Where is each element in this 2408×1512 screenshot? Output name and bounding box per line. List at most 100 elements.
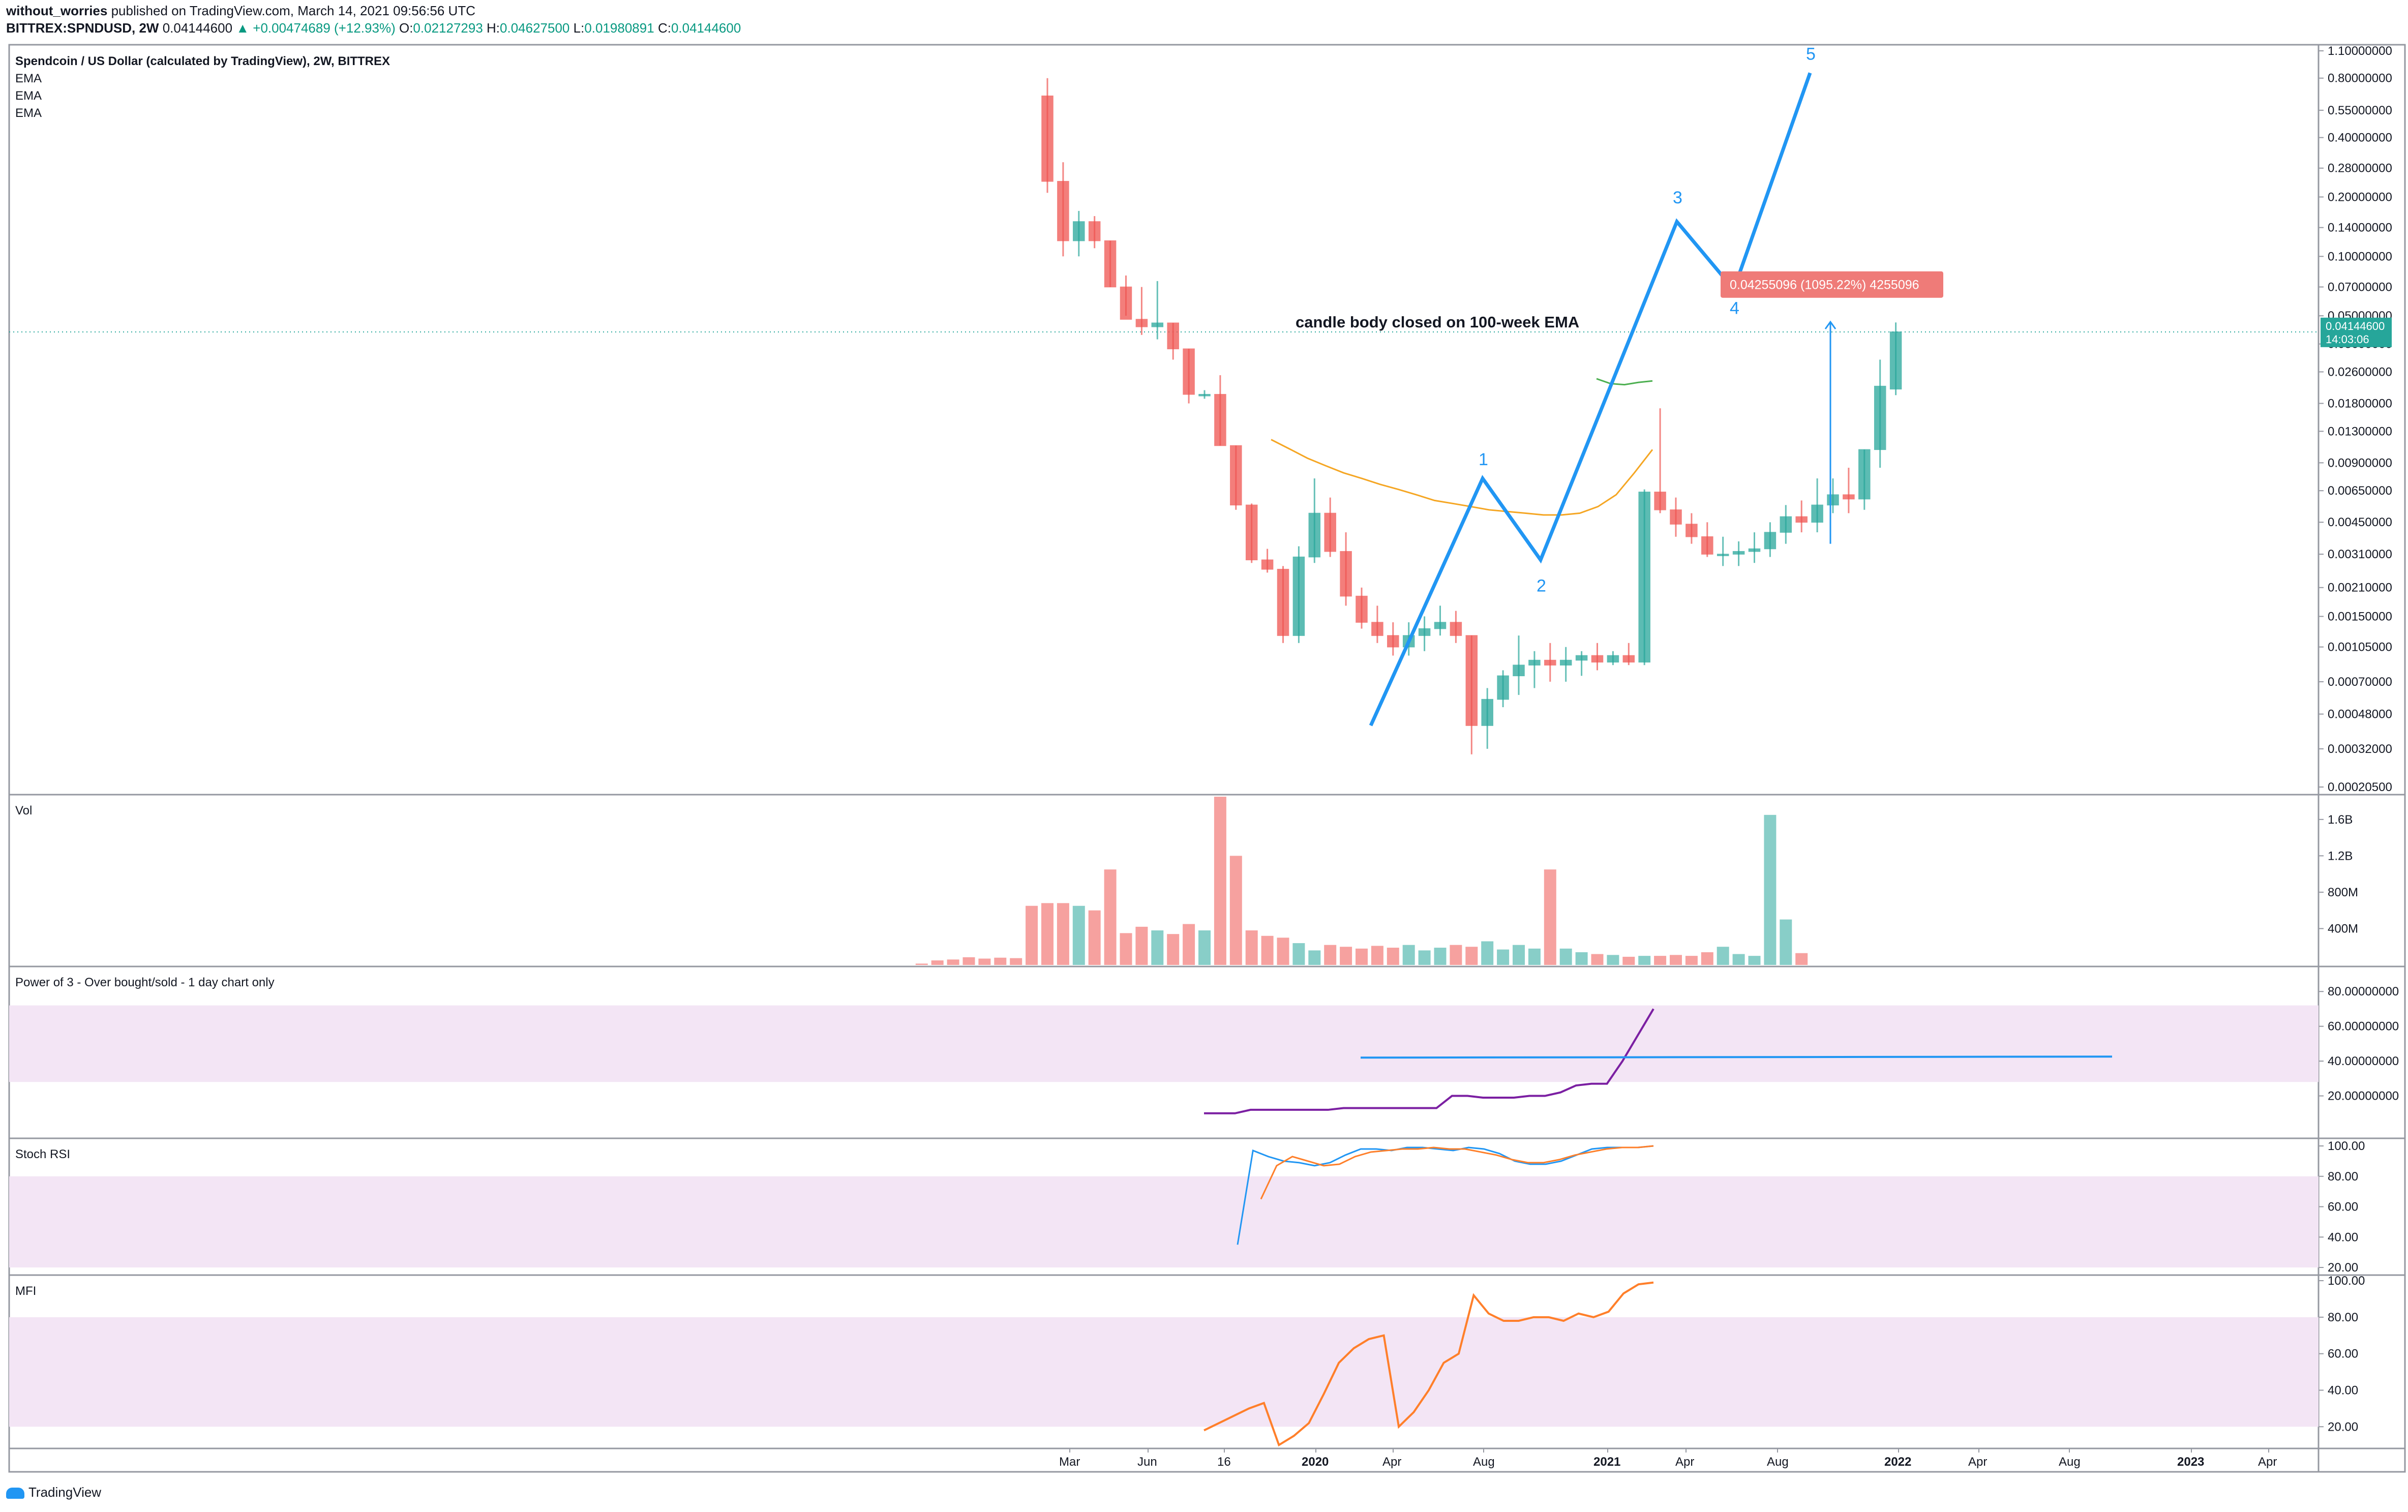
ema-100-week-line bbox=[1271, 439, 1653, 516]
volume-bar bbox=[1229, 856, 1242, 965]
stoch-axis-label: 40.00 bbox=[2328, 1230, 2358, 1244]
volume-bar bbox=[1387, 948, 1399, 965]
candle-body bbox=[1497, 675, 1509, 700]
candle-body bbox=[1858, 449, 1871, 500]
volume-bar bbox=[1356, 948, 1368, 965]
volume-bar bbox=[1167, 934, 1180, 965]
volume-bar bbox=[1559, 948, 1572, 965]
power-axis-label: 40.00000000 bbox=[2328, 1054, 2399, 1068]
price-axis-label: 0.00048000 bbox=[2328, 708, 2392, 721]
volume-bar bbox=[1591, 954, 1604, 965]
candle-body bbox=[1465, 635, 1478, 726]
volume-bar bbox=[1780, 919, 1792, 965]
author-name[interactable]: without_worries bbox=[6, 3, 108, 18]
price-axis-label: 0.28000000 bbox=[2328, 162, 2392, 175]
brand-name: TradingView bbox=[28, 1485, 102, 1500]
volume-bar bbox=[1402, 945, 1415, 965]
last-price: 0.04144600 bbox=[162, 20, 233, 36]
volume-bar bbox=[1528, 948, 1541, 965]
volume-bar bbox=[1654, 956, 1667, 965]
volume-bar bbox=[1151, 930, 1164, 965]
price-change: ▲ +0.00474689 (+12.93%) bbox=[236, 20, 396, 36]
candle-body bbox=[1654, 492, 1666, 510]
stoch-axis-label: 100.00 bbox=[2328, 1139, 2365, 1153]
volume-bar bbox=[1183, 924, 1195, 965]
stoch-k-line bbox=[1237, 1145, 1654, 1245]
ema-short-line bbox=[1596, 378, 1653, 386]
volume-bar bbox=[1072, 905, 1085, 965]
volume-bar bbox=[1135, 926, 1148, 965]
power-pane-title: Power of 3 - Over bought/sold - 1 day ch… bbox=[15, 976, 275, 989]
price-axis-label: 0.20000000 bbox=[2328, 190, 2392, 204]
candle-body bbox=[1277, 568, 1289, 636]
volume-bar bbox=[1041, 903, 1054, 965]
power-horizontal-level[interactable] bbox=[1360, 1055, 2113, 1059]
price-axis-label: 0.07000000 bbox=[2328, 280, 2392, 294]
volume-bar bbox=[1010, 958, 1022, 965]
volume-bar bbox=[1261, 935, 1274, 965]
volume-bar bbox=[1670, 955, 1682, 965]
symbol-label[interactable]: BITTREX:SPNDUSD, 2W bbox=[6, 20, 159, 36]
mfi-axis-label: 20.00 bbox=[2328, 1420, 2358, 1434]
candle-body bbox=[1230, 445, 1242, 506]
stoch-axis-label: 60.00 bbox=[2328, 1200, 2358, 1214]
candle-body bbox=[1434, 622, 1447, 629]
candle-body bbox=[1387, 635, 1399, 648]
volume-bar bbox=[947, 959, 959, 965]
open-label: O: bbox=[399, 20, 413, 36]
candle-body bbox=[1827, 494, 1839, 506]
price-axis-label: 0.02600000 bbox=[2328, 365, 2392, 379]
candle-body bbox=[1041, 95, 1054, 182]
vol-axis-label: 400M bbox=[2328, 922, 2358, 935]
price-axis-label: 0.00310000 bbox=[2328, 548, 2392, 561]
volume-bar bbox=[1340, 947, 1352, 965]
candle-body bbox=[1575, 655, 1588, 661]
candle-body bbox=[1324, 512, 1336, 552]
open-value: 0.02127293 bbox=[413, 20, 483, 36]
candle-body bbox=[1261, 559, 1274, 570]
candle-body bbox=[1748, 548, 1761, 552]
candle-body bbox=[1607, 655, 1619, 663]
candle-body bbox=[1544, 659, 1556, 666]
candle-body bbox=[1717, 554, 1729, 556]
time-axis-label: Apr bbox=[2258, 1455, 2277, 1469]
tradingview-logo[interactable]: TradingView bbox=[6, 1485, 101, 1500]
power-axis-label: 60.00000000 bbox=[2328, 1020, 2399, 1034]
time-axis-label: 2021 bbox=[1593, 1455, 1620, 1469]
time-axis-label: 2023 bbox=[2177, 1455, 2204, 1469]
volume-bar bbox=[1732, 954, 1745, 965]
volume-bar bbox=[978, 958, 991, 965]
candle-body bbox=[1214, 394, 1226, 446]
time-axis-label: Aug bbox=[1767, 1455, 1789, 1469]
candle-body bbox=[1073, 221, 1085, 241]
volume-bar bbox=[1465, 947, 1478, 965]
candle-body bbox=[1795, 516, 1808, 523]
candle-body bbox=[1340, 551, 1352, 597]
volume-bar bbox=[1748, 956, 1761, 965]
bar-countdown-text: 14:03:06 bbox=[2326, 333, 2369, 346]
volume-bar bbox=[1308, 950, 1321, 965]
price-axis-label: 0.00210000 bbox=[2328, 581, 2392, 595]
time-axis-label: Jun bbox=[1137, 1455, 1157, 1469]
volume-bar bbox=[1057, 903, 1069, 965]
main-pane-title: Spendcoin / US Dollar (calculated by Tra… bbox=[15, 54, 390, 68]
candle-body bbox=[1151, 322, 1164, 327]
measure-label-box bbox=[1721, 271, 1943, 298]
candle-body bbox=[1685, 524, 1698, 537]
elliott-wave-path[interactable] bbox=[1369, 72, 1812, 727]
price-axis-label: 0.10000000 bbox=[2328, 250, 2392, 263]
time-axis-label: Apr bbox=[1968, 1455, 1987, 1469]
publish-info: published on TradingView.com, March 14, … bbox=[111, 3, 475, 18]
power-overbought-band bbox=[9, 1005, 2319, 1082]
stoch-axis-label: 20.00 bbox=[2328, 1261, 2358, 1275]
volume-bar bbox=[1292, 943, 1305, 965]
volume-bar bbox=[1245, 930, 1258, 965]
price-axis-label: 0.00650000 bbox=[2328, 484, 2392, 498]
power-axis-label: 20.00000000 bbox=[2328, 1090, 2399, 1103]
mfi-axis-label: 60.00 bbox=[2328, 1347, 2358, 1361]
time-axis-label: 16 bbox=[1217, 1455, 1231, 1469]
candle-body bbox=[1701, 536, 1713, 555]
candle-body bbox=[1622, 655, 1635, 663]
price-axis-label: 0.14000000 bbox=[2328, 221, 2392, 235]
